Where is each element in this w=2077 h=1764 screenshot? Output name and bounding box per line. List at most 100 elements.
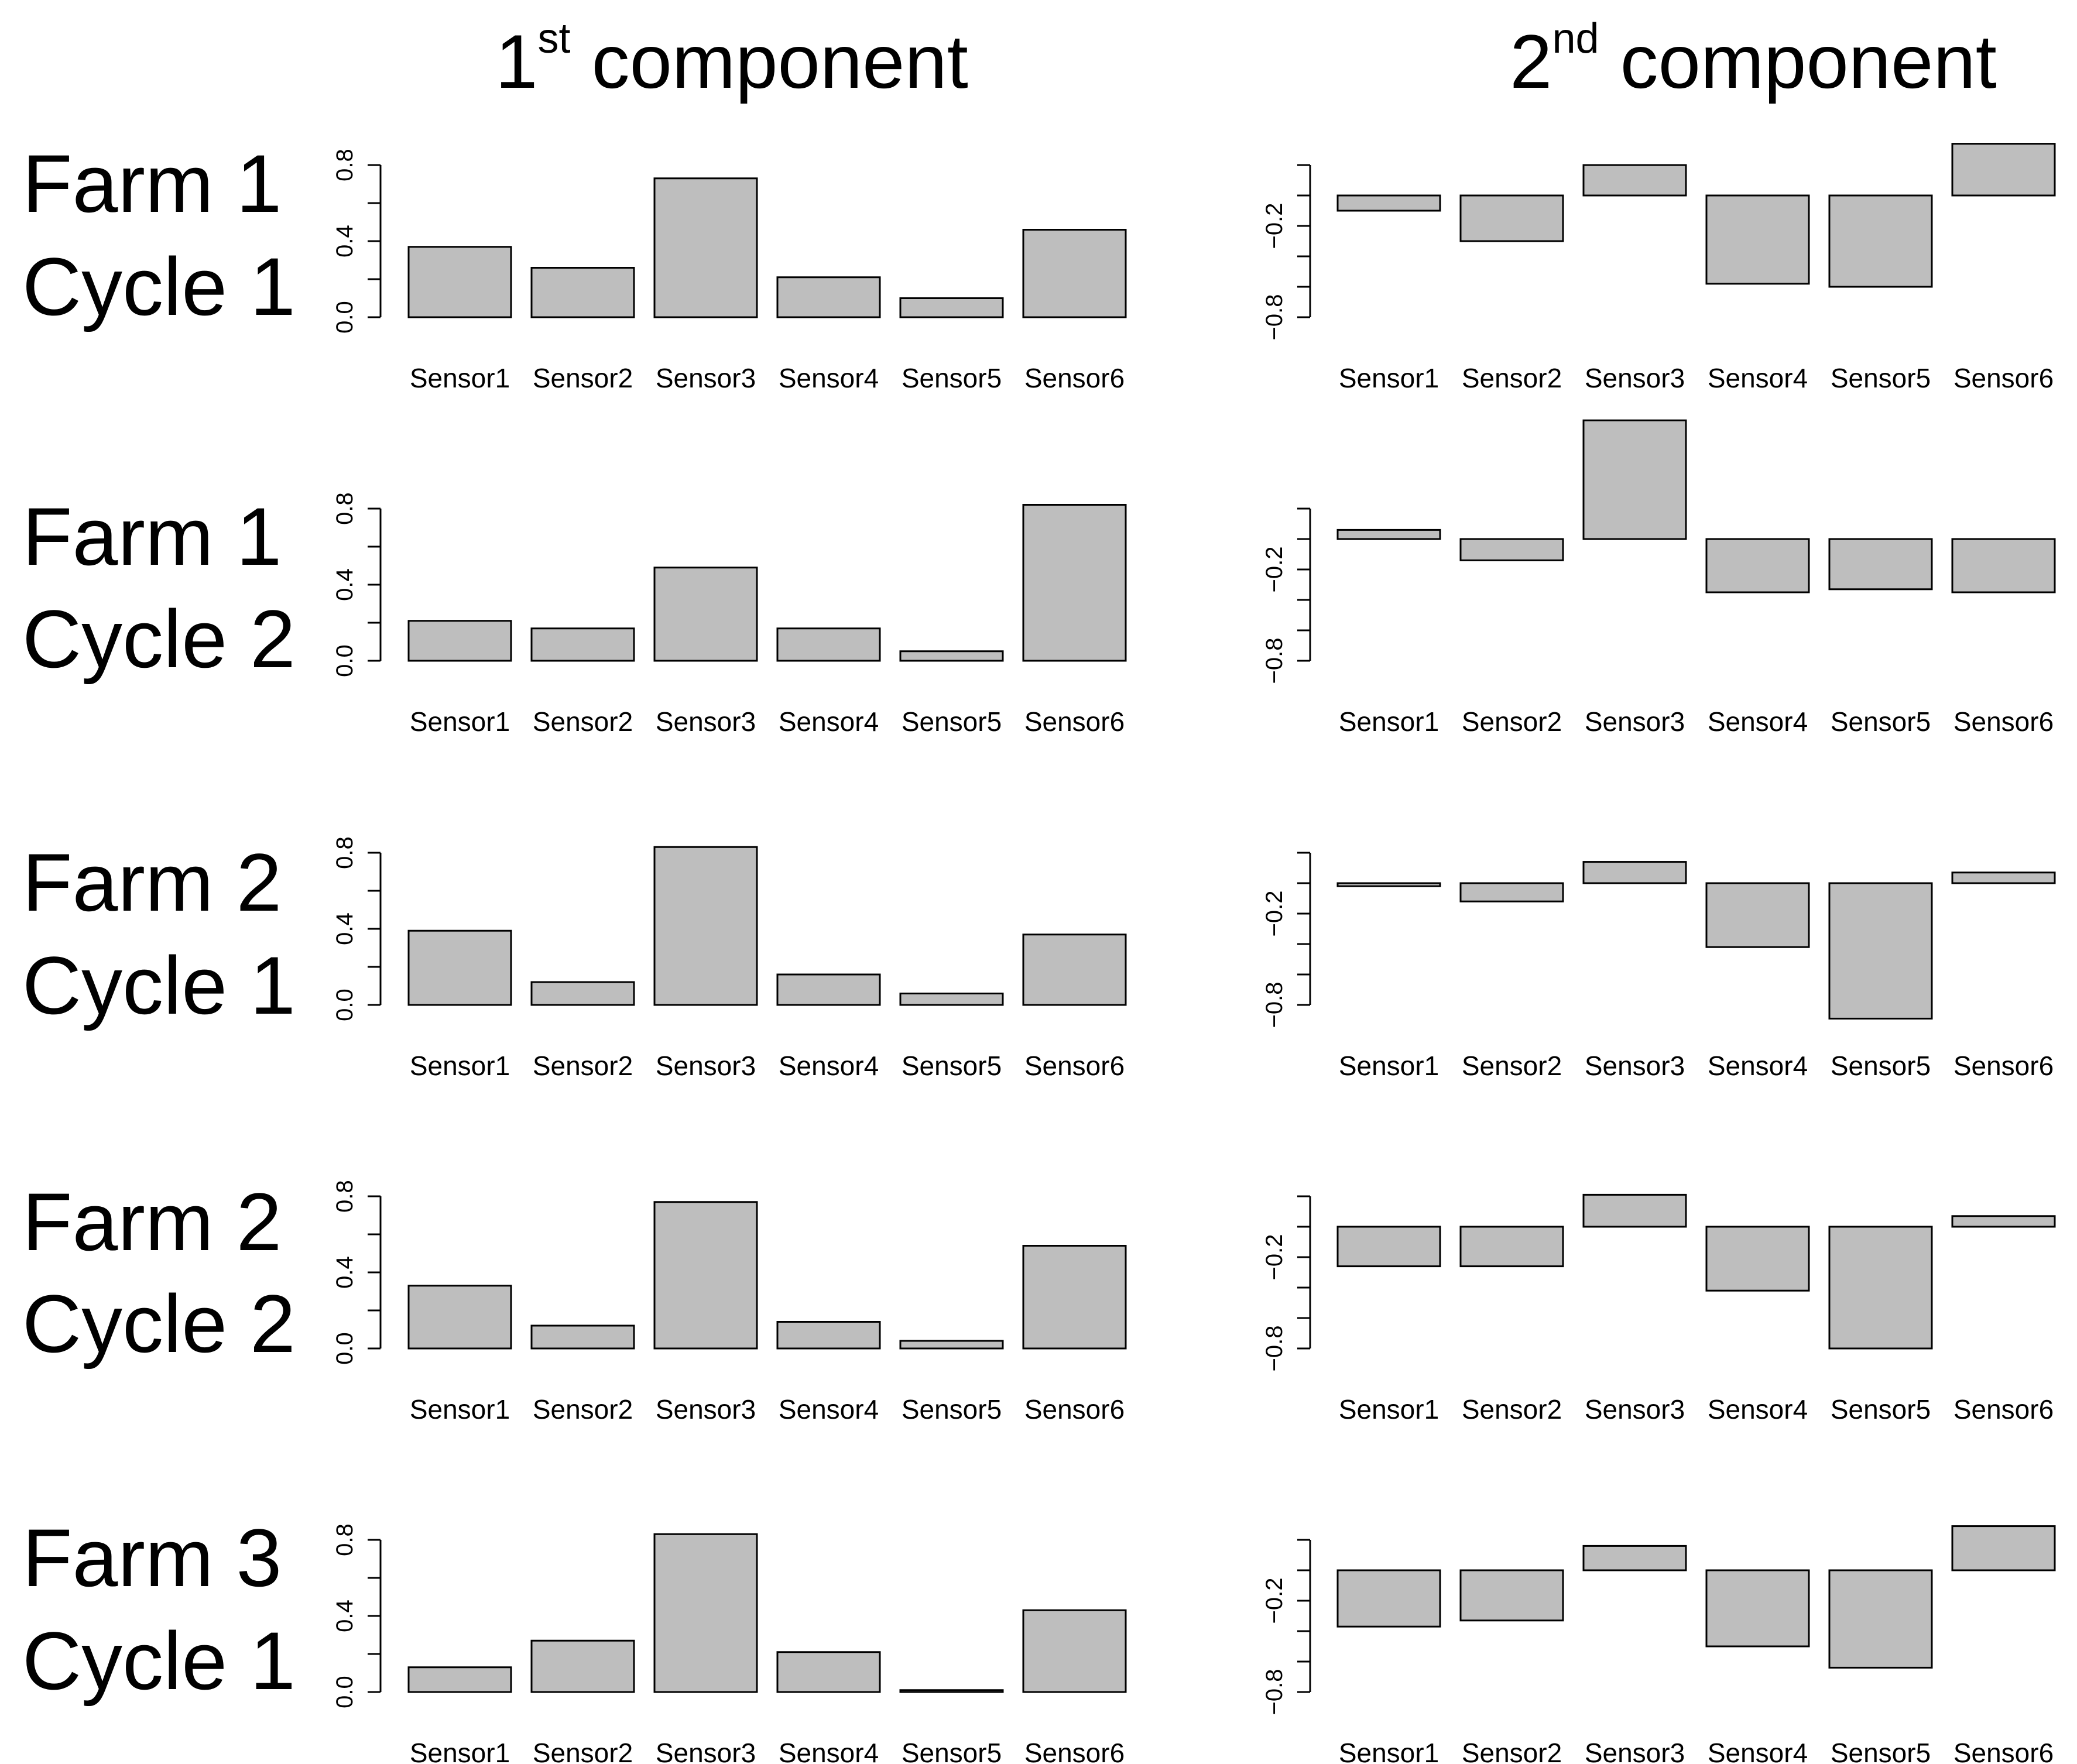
- x-category-label: Sensor1: [410, 363, 510, 393]
- x-category-label: Sensor5: [902, 363, 1002, 393]
- bar-sensor1: [1336, 1569, 1441, 1628]
- y-tick-label: −0.8: [1262, 982, 1287, 1028]
- x-category-label: Sensor3: [1585, 1051, 1685, 1081]
- y-tick-label: −0.8: [1262, 294, 1287, 341]
- x-category-label: Sensor4: [1708, 1394, 1808, 1425]
- panel-r1-c1: 0.0 0.4 0.8 Sensor1 Sensor2 Sensor3 Sensor4 Sen…: [332, 149, 1127, 393]
- x-category-label: Sensor3: [656, 1738, 756, 1764]
- column-title-2-rest: component: [1599, 19, 1997, 104]
- y-tick-label: 0.0: [332, 1676, 358, 1708]
- y-tick-label: 0.4: [332, 568, 358, 601]
- bar-sensor3: [653, 1201, 758, 1350]
- x-category-label: Sensor2: [1462, 1738, 1562, 1764]
- bar-sensor5: [1828, 1569, 1933, 1669]
- y-tick-label: 0.8: [332, 149, 358, 181]
- x-category-label: Sensor6: [1024, 363, 1125, 393]
- y-tick-label: −0.2: [1262, 547, 1287, 593]
- row-label-1-cycle: Cycle 1: [22, 241, 296, 332]
- bar-sensor2: [530, 1324, 635, 1350]
- bar-sensor5: [1828, 538, 1933, 591]
- y-tick-label: 0.0: [332, 1332, 358, 1365]
- bar-sensor3: [1582, 1545, 1687, 1571]
- x-category-label: Sensor2: [1462, 706, 1562, 737]
- bar-sensor6: [1022, 1245, 1127, 1350]
- row-label-1-farm: Farm 1: [22, 138, 282, 229]
- y-tick-label: 0.8: [332, 1523, 358, 1556]
- row-label-2-farm: Farm 1: [22, 490, 282, 582]
- x-category-label: Sensor2: [533, 1738, 633, 1764]
- bar-sensor4: [1705, 882, 1810, 948]
- y-tick-label: −0.2: [1262, 1578, 1287, 1624]
- bar-sensor1: [1336, 882, 1441, 887]
- bar-sensor2: [1459, 1226, 1564, 1268]
- y-tick-label: 0.4: [332, 1256, 358, 1289]
- bar-sensor2: [1459, 882, 1564, 902]
- bar-sensor4: [1705, 194, 1810, 285]
- bar-sensor6: [1951, 538, 2056, 593]
- bar-sensor1: [407, 929, 512, 1006]
- row-label-4-farm: Farm 2: [22, 1176, 282, 1268]
- panel-r4-c2: −0.8 −0.2 Sensor1 Sensor2 Sensor3 Sensor4 Sens…: [1262, 1193, 2056, 1425]
- row-label-5-cycle: Cycle 1: [22, 1615, 296, 1707]
- bar-sensor4: [1705, 538, 1810, 593]
- x-category-label: Sensor5: [1831, 1394, 1931, 1425]
- panel-r5-c1: 0.0 0.4 0.8 Sensor1 Sensor2 Sensor3 Sensor4 Sen…: [332, 1523, 1127, 1764]
- row-label-3-farm: Farm 2: [22, 836, 282, 928]
- bar-sensor5: [1828, 194, 1933, 288]
- x-category-label: Sensor4: [779, 1051, 879, 1081]
- x-category-label: Sensor5: [902, 706, 1002, 737]
- bar-sensor4: [1705, 1226, 1810, 1292]
- column-title-2-base: 2: [1510, 19, 1552, 104]
- bar-sensor4: [776, 276, 881, 318]
- bar-sensor6: [1022, 504, 1127, 662]
- bar-sensor3: [1582, 861, 1687, 884]
- bar-sensor2: [530, 627, 635, 662]
- bar-sensor1: [1336, 1226, 1441, 1268]
- x-category-label: Sensor1: [410, 1738, 510, 1764]
- column-title-1-sup: st: [537, 15, 570, 62]
- x-category-label: Sensor1: [1339, 1738, 1439, 1764]
- bar-sensor2: [530, 267, 635, 318]
- bar-sensor5: [1828, 882, 1933, 1020]
- x-category-label: Sensor5: [1831, 363, 1931, 393]
- x-category-label: Sensor6: [1953, 1738, 2054, 1764]
- column-title-1: 1st component: [495, 15, 968, 104]
- x-category-label: Sensor2: [533, 1394, 633, 1425]
- column-title-2: 2nd component: [1510, 15, 1997, 104]
- row-label-4-cycle: Cycle 2: [22, 1278, 296, 1370]
- y-tick-label: 0.8: [332, 1180, 358, 1213]
- y-tick-label: 0.4: [332, 912, 358, 945]
- panel-r4-c1: 0.0 0.4 0.8 Sensor1 Sensor2 Sensor3 Sensor4 Sen…: [332, 1180, 1127, 1425]
- bar-sensor5: [899, 1689, 1004, 1693]
- x-category-label: Sensor3: [1585, 1394, 1685, 1425]
- row-label-3-cycle: Cycle 1: [22, 939, 296, 1031]
- x-category-label: Sensor5: [1831, 706, 1931, 737]
- x-category-label: Sensor3: [656, 1051, 756, 1081]
- y-tick-label: −0.2: [1262, 1234, 1287, 1281]
- x-category-label: Sensor1: [1339, 706, 1439, 737]
- y-tick-label: −0.2: [1262, 891, 1287, 937]
- x-category-label: Sensor4: [1708, 363, 1808, 393]
- panel-r1-c2: −0.8 −0.2 Sensor1 Sensor2 Sensor3 Sensor4 Sens…: [1262, 143, 2056, 393]
- x-category-label: Sensor5: [902, 1738, 1002, 1764]
- y-tick-label: −0.2: [1262, 203, 1287, 249]
- x-category-label: Sensor2: [1462, 1394, 1562, 1425]
- row-label-5-farm: Farm 3: [22, 1512, 282, 1604]
- x-category-label: Sensor4: [779, 363, 879, 393]
- x-category-label: Sensor2: [1462, 363, 1562, 393]
- y-tick-label: 0.8: [332, 492, 358, 525]
- bar-sensor2: [530, 1639, 635, 1693]
- bar-sensor6: [1022, 934, 1127, 1006]
- bar-sensor1: [407, 1285, 512, 1350]
- y-tick-label: −0.8: [1262, 638, 1287, 684]
- y-tick-label: 0.4: [332, 1600, 358, 1632]
- x-category-label: Sensor3: [656, 363, 756, 393]
- bar-sensor4: [776, 973, 881, 1006]
- x-category-label: Sensor4: [779, 706, 879, 737]
- x-category-label: Sensor1: [410, 1394, 510, 1425]
- x-category-label: Sensor3: [1585, 363, 1685, 393]
- y-tick-label: −0.8: [1262, 1326, 1287, 1372]
- bar-sensor2: [1459, 194, 1564, 242]
- x-category-label: Sensor6: [1024, 1051, 1125, 1081]
